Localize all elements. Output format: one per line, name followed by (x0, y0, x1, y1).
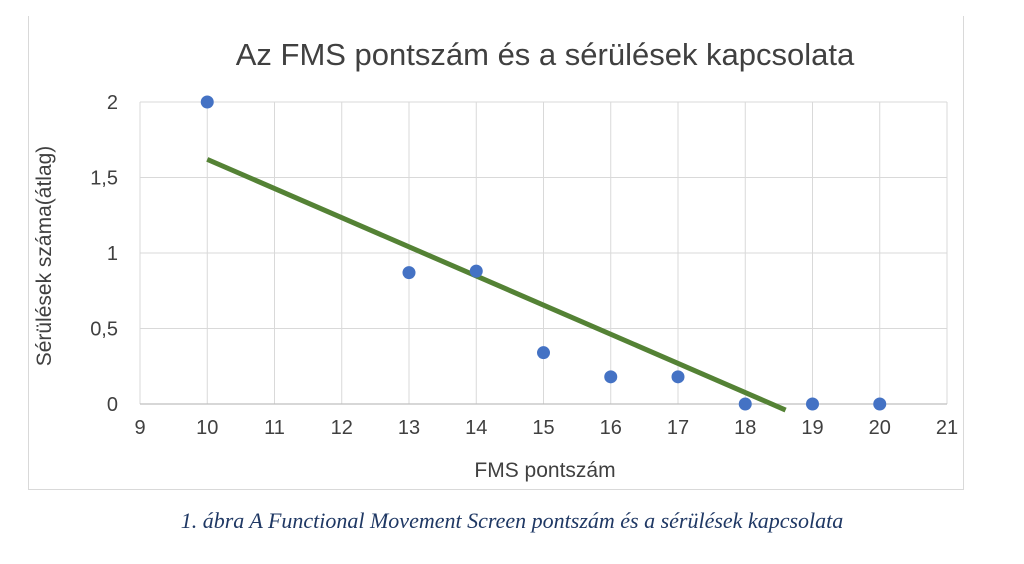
x-tick-label: 18 (734, 417, 756, 439)
data-point (537, 346, 550, 360)
data-point (806, 397, 819, 411)
x-tick-label: 21 (936, 417, 958, 439)
data-point (671, 370, 685, 384)
trendline (206, 157, 787, 413)
x-tick-label: 15 (532, 417, 554, 439)
x-axis-label: FMS pontszám (474, 459, 615, 482)
x-tick-label: 14 (465, 417, 487, 439)
data-point (402, 266, 416, 280)
x-tick-label: 16 (600, 417, 622, 439)
data-point (469, 264, 483, 278)
scatter-chart: Az FMS pontszám és a sérülések kapcsolat… (33, 37, 958, 482)
y-tick-label: 0,5 (90, 319, 118, 341)
x-tick-label: 11 (264, 417, 285, 439)
y-axis-label: Sérülések száma(átlag) (33, 146, 56, 367)
trendline-layer (206, 157, 787, 413)
x-tick-label: 13 (398, 417, 420, 439)
chart-frame: Az FMS pontszám és a sérülések kapcsolat… (28, 16, 964, 490)
data-point (738, 397, 752, 411)
figure-caption: 1. ábra A Functional Movement Screen pon… (180, 508, 844, 533)
x-tick-label: 10 (196, 417, 218, 439)
x-tick-label: 20 (869, 417, 891, 439)
x-tick-label: 17 (667, 417, 689, 439)
data-point (200, 95, 214, 109)
chart-title: Az FMS pontszám és a sérülések kapcsolat… (236, 37, 855, 72)
y-tick-labels: 0 0,5 1 1,5 2 (90, 92, 118, 416)
data-point (873, 397, 887, 411)
x-tick-label: 19 (801, 417, 823, 439)
x-tick-label: 9 (134, 417, 145, 439)
y-tick-label: 2 (107, 92, 118, 114)
data-point (604, 370, 618, 384)
x-tick-label: 12 (331, 417, 353, 439)
y-tick-label: 0 (107, 394, 118, 416)
y-tick-label: 1 (107, 243, 118, 265)
y-tick-label: 1,5 (90, 168, 118, 190)
data-points (200, 95, 887, 411)
x-tick-labels: 9 10 11 12 13 14 15 16 17 18 19 20 21 (134, 417, 958, 439)
